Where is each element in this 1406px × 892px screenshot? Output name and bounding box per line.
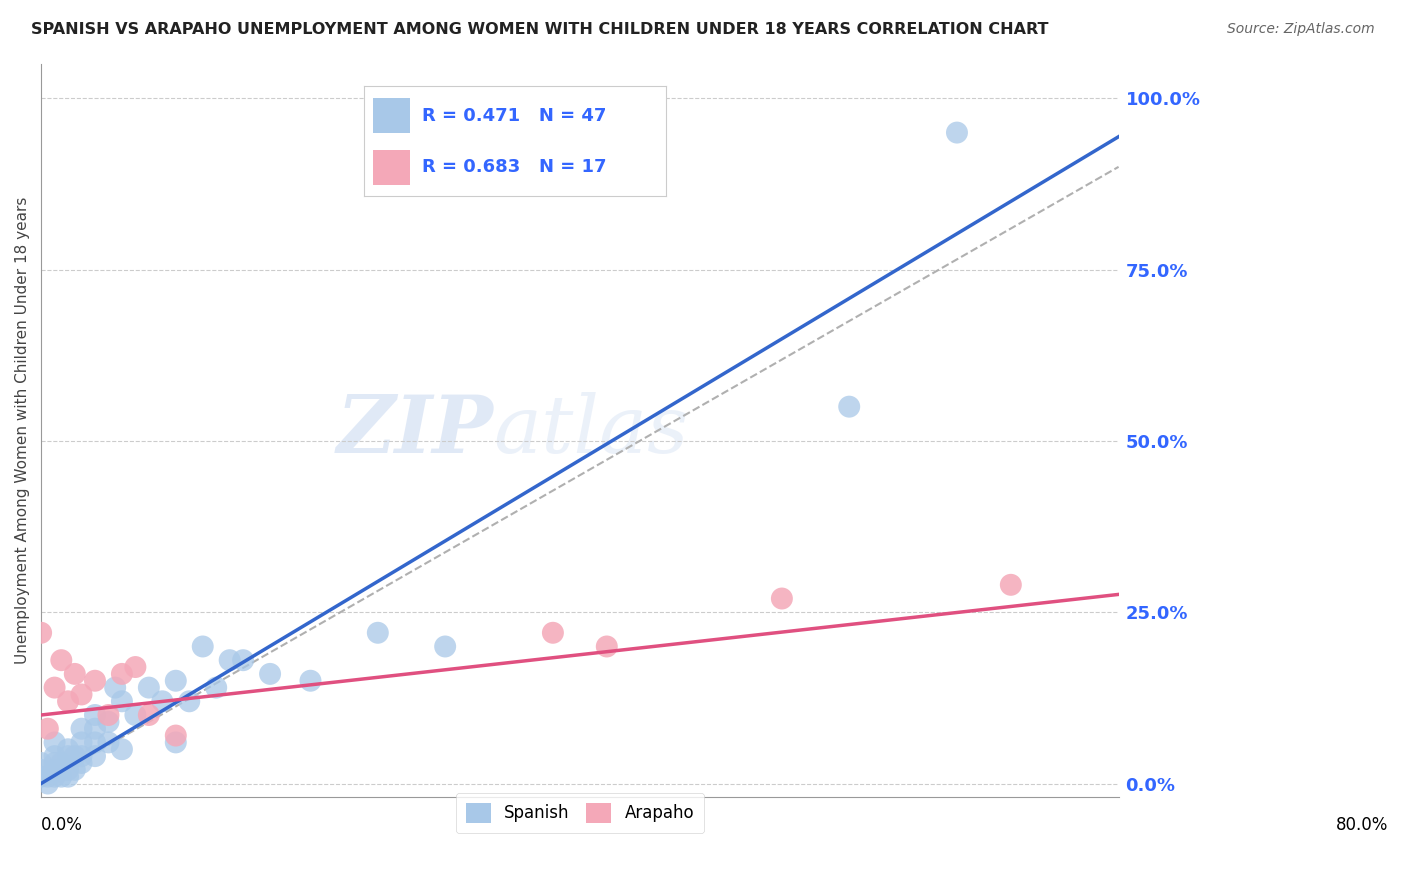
Point xyxy=(63,666,86,681)
Text: ZIP: ZIP xyxy=(337,392,494,469)
Point xyxy=(150,694,173,708)
Point xyxy=(596,640,619,654)
Point xyxy=(56,694,79,708)
Point xyxy=(37,770,59,784)
Point xyxy=(838,400,860,414)
Point xyxy=(30,763,52,777)
Point xyxy=(111,694,134,708)
Point xyxy=(205,681,228,695)
Text: SPANISH VS ARAPAHO UNEMPLOYMENT AMONG WOMEN WITH CHILDREN UNDER 18 YEARS CORRELA: SPANISH VS ARAPAHO UNEMPLOYMENT AMONG WO… xyxy=(31,22,1049,37)
Point xyxy=(124,660,146,674)
Point xyxy=(70,749,93,764)
Point xyxy=(946,126,969,140)
Text: atlas: atlas xyxy=(494,392,689,469)
Text: Source: ZipAtlas.com: Source: ZipAtlas.com xyxy=(1227,22,1375,37)
Point xyxy=(56,763,79,777)
Point xyxy=(51,770,73,784)
Point xyxy=(111,742,134,756)
Point xyxy=(84,722,107,736)
Point xyxy=(179,694,201,708)
Point xyxy=(56,770,79,784)
Point xyxy=(56,742,79,756)
Point xyxy=(138,681,160,695)
Point xyxy=(541,625,564,640)
Point xyxy=(44,749,66,764)
Point xyxy=(44,681,66,695)
Point xyxy=(111,666,134,681)
Point xyxy=(165,735,187,749)
Point xyxy=(51,756,73,770)
Point xyxy=(165,673,187,688)
Point xyxy=(299,673,322,688)
Point xyxy=(44,763,66,777)
Point xyxy=(37,722,59,736)
Point xyxy=(70,735,93,749)
Point xyxy=(37,776,59,790)
Point xyxy=(97,735,120,749)
Point xyxy=(56,749,79,764)
Point xyxy=(63,749,86,764)
Point xyxy=(434,640,457,654)
Point xyxy=(104,681,127,695)
Text: 80.0%: 80.0% xyxy=(1336,815,1388,833)
Point xyxy=(30,756,52,770)
Point xyxy=(51,653,73,667)
Point xyxy=(232,653,254,667)
Point xyxy=(63,763,86,777)
Point xyxy=(124,708,146,723)
Point xyxy=(218,653,240,667)
Point xyxy=(30,770,52,784)
Point xyxy=(84,735,107,749)
Point xyxy=(165,729,187,743)
Point xyxy=(191,640,214,654)
Point xyxy=(84,749,107,764)
Point xyxy=(70,722,93,736)
Point xyxy=(44,756,66,770)
Point xyxy=(84,673,107,688)
Point xyxy=(259,666,281,681)
Point xyxy=(367,625,389,640)
Point xyxy=(70,688,93,702)
Point xyxy=(770,591,793,606)
Point xyxy=(44,770,66,784)
Point xyxy=(1000,578,1022,592)
Point xyxy=(30,625,52,640)
Point xyxy=(138,708,160,723)
Point xyxy=(44,735,66,749)
Legend: Spanish, Arapaho: Spanish, Arapaho xyxy=(456,793,704,833)
Y-axis label: Unemployment Among Women with Children Under 18 years: Unemployment Among Women with Children U… xyxy=(15,197,30,665)
Point xyxy=(70,756,93,770)
Point xyxy=(84,708,107,723)
Point xyxy=(97,714,120,729)
Point xyxy=(97,708,120,723)
Text: 0.0%: 0.0% xyxy=(41,815,83,833)
